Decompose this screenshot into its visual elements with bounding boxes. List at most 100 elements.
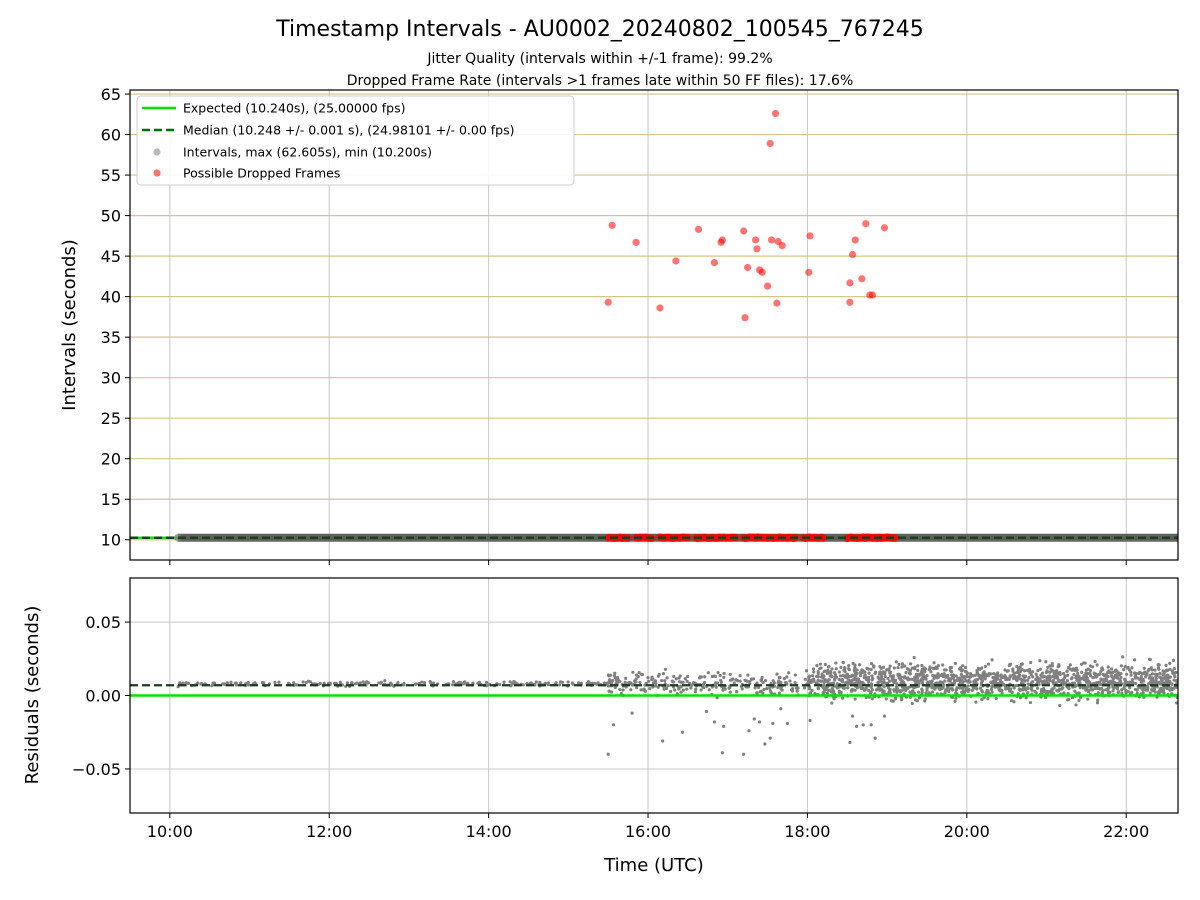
residual-point [860, 668, 864, 672]
residual-point [913, 698, 918, 702]
residual-point [904, 688, 908, 692]
residual-point [234, 682, 238, 686]
residuals-y-axis-label: Residuals (seconds) [22, 606, 43, 785]
residual-point [841, 696, 845, 700]
residual-point [712, 674, 716, 678]
residual-point [920, 663, 924, 668]
residual-point [1120, 688, 1124, 692]
intervals-y-tick-label: 40 [101, 288, 121, 307]
residual-point [1026, 678, 1030, 682]
residual-point [765, 687, 769, 691]
residual-point [633, 679, 637, 683]
residual-point [807, 674, 812, 678]
residual-point [776, 681, 780, 685]
residual-point [855, 686, 859, 690]
dropped-frame-point [846, 298, 854, 306]
residual-point [872, 664, 876, 668]
residual-point [1171, 658, 1176, 662]
residual-point [1068, 667, 1072, 671]
residual-point [837, 677, 841, 682]
residual-point [1084, 668, 1088, 672]
jitter-quality-subtitle: Jitter Quality (intervals within +/-1 fr… [426, 51, 772, 67]
residual-point [1119, 675, 1123, 679]
residual-point [998, 678, 1002, 682]
residual-point [937, 674, 941, 678]
residual-point [184, 681, 188, 685]
residual-point [1141, 677, 1145, 681]
legend-dropped-swatch [153, 169, 161, 177]
residual-point [534, 680, 538, 684]
residual-point [768, 689, 773, 693]
residual-point [701, 682, 706, 687]
residual-point [954, 696, 958, 700]
residual-point [1098, 680, 1102, 684]
residual-point [677, 676, 681, 680]
residual-point [886, 676, 890, 681]
residual-point [851, 661, 855, 665]
residual-point [1083, 678, 1087, 682]
residuals-x-ticks: 10:00 12:00 14:00 16:00 18:00 20:00 22:00 [147, 813, 1149, 841]
residual-point [1124, 691, 1128, 695]
residual-point [1017, 674, 1021, 678]
residual-outlier-point [722, 724, 726, 728]
intervals-x-ticks [169, 560, 1127, 565]
intervals-y-tick-label: 25 [101, 409, 121, 428]
residual-point [917, 696, 921, 700]
dropped-frame-point [753, 245, 761, 253]
residual-point [940, 672, 944, 677]
residual-outlier-point [869, 723, 873, 727]
residual-point [1009, 698, 1014, 703]
residual-point [980, 698, 984, 702]
residual-point [1108, 671, 1112, 675]
residual-point [686, 674, 690, 679]
residual-point [1148, 657, 1152, 661]
intervals-y-ticks: 10 15 20 25 30 35 40 45 50 55 60 65 [101, 85, 130, 550]
residual-point [1119, 672, 1123, 676]
residual-point [723, 687, 727, 691]
residual-point [1164, 674, 1168, 679]
residual-point [761, 681, 765, 685]
residual-point [1048, 664, 1052, 668]
residual-point [966, 684, 970, 688]
residual-point [832, 671, 837, 675]
residual-point [635, 686, 639, 690]
residual-point [891, 674, 896, 678]
residual-point [613, 685, 617, 689]
intervals-y-tick-label: 20 [101, 450, 121, 469]
residual-point [1164, 663, 1168, 667]
residual-point [1023, 669, 1027, 673]
residual-point [996, 671, 1000, 675]
x-tick-label: 18:00 [784, 822, 830, 841]
residual-point [1008, 662, 1012, 667]
residual-point [888, 687, 892, 692]
residual-point [731, 677, 735, 681]
residual-outlier-point [704, 710, 709, 714]
residual-point [196, 681, 200, 685]
residual-point [928, 665, 932, 669]
residual-point [1135, 688, 1139, 692]
residual-outlier-point [606, 752, 610, 756]
residual-point [1084, 688, 1088, 692]
residual-point [728, 690, 732, 694]
residual-point [1165, 668, 1169, 672]
residual-point [828, 670, 833, 674]
residual-point [932, 674, 936, 678]
residual-point [576, 681, 581, 685]
residual-point [1132, 671, 1136, 675]
residual-point [925, 688, 929, 692]
residual-point [609, 681, 614, 685]
residual-point [1090, 688, 1095, 692]
residual-point [679, 684, 683, 688]
residual-point [1004, 677, 1008, 682]
residual-point [1100, 666, 1104, 671]
residual-point [1113, 669, 1117, 673]
residual-point [821, 691, 825, 695]
residual-outlier-point [763, 742, 767, 746]
residuals-y-tick-label: 0.00 [85, 687, 121, 706]
residual-point [888, 691, 892, 695]
residual-point [802, 686, 807, 690]
residual-point [816, 687, 821, 691]
dropped-frame-point [608, 221, 616, 229]
residual-point [1067, 687, 1071, 691]
residual-point [986, 689, 990, 693]
